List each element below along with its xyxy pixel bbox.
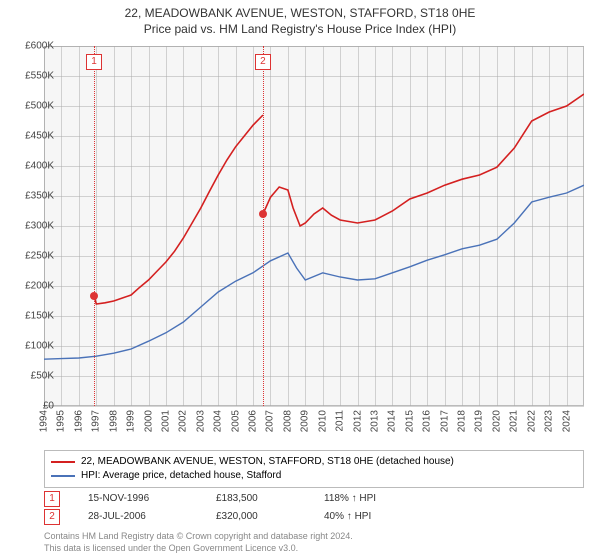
- xtick-label: 2003: [195, 410, 206, 432]
- legend-label-property: 22, MEADOWBANK AVENUE, WESTON, STAFFORD,…: [81, 455, 454, 469]
- legend-row-property: 22, MEADOWBANK AVENUE, WESTON, STAFFORD,…: [51, 455, 577, 469]
- legend-swatch-hpi: [51, 475, 75, 477]
- title-block: 22, MEADOWBANK AVENUE, WESTON, STAFFORD,…: [0, 0, 600, 36]
- footer-line2: This data is licensed under the Open Gov…: [44, 542, 584, 554]
- xtick-label: 2023: [544, 410, 555, 432]
- ytick-label: £400K: [4, 161, 54, 172]
- transaction-marker-2: 2: [44, 509, 60, 525]
- legend-row-hpi: HPI: Average price, detached house, Staf…: [51, 469, 577, 483]
- transaction-row-2: 2 28-JUL-2006 £320,000 40% ↑ HPI: [44, 508, 424, 526]
- transaction-row-1: 1 15-NOV-1996 £183,500 118% ↑ HPI: [44, 490, 424, 508]
- transaction-box-1: 1: [86, 54, 102, 70]
- xtick-label: 2006: [248, 410, 259, 432]
- ytick-label: £600K: [4, 41, 54, 52]
- xtick-label: 2005: [230, 410, 241, 432]
- transaction-dot-1: [90, 292, 98, 300]
- xtick-label: 2016: [422, 410, 433, 432]
- xtick-label: 2002: [178, 410, 189, 432]
- transaction-date-2: 28-JUL-2006: [88, 508, 188, 526]
- xtick-label: 2014: [387, 410, 398, 432]
- xtick-label: 2013: [369, 410, 380, 432]
- transaction-pct-2: 40% ↑ HPI: [324, 508, 424, 526]
- xtick-label: 2010: [317, 410, 328, 432]
- chart-container: 22, MEADOWBANK AVENUE, WESTON, STAFFORD,…: [0, 0, 600, 560]
- xtick-label: 2008: [282, 410, 293, 432]
- xtick-label: 2022: [526, 410, 537, 432]
- xtick-label: 1995: [56, 410, 67, 432]
- xtick-label: 2017: [439, 410, 450, 432]
- xtick-label: 2018: [457, 410, 468, 432]
- legend-label-hpi: HPI: Average price, detached house, Staf…: [81, 469, 281, 483]
- transaction-price-1: £183,500: [216, 490, 296, 508]
- legend: 22, MEADOWBANK AVENUE, WESTON, STAFFORD,…: [44, 450, 584, 488]
- transaction-marker-1: 1: [44, 491, 60, 507]
- ytick-label: £250K: [4, 251, 54, 262]
- ytick-label: £450K: [4, 131, 54, 142]
- ytick-label: £550K: [4, 71, 54, 82]
- transaction-box-2: 2: [255, 54, 271, 70]
- xtick-label: 2015: [404, 410, 415, 432]
- xtick-label: 2019: [474, 410, 485, 432]
- transaction-pct-1: 118% ↑ HPI: [324, 490, 424, 508]
- ytick-label: £150K: [4, 311, 54, 322]
- title-line2: Price paid vs. HM Land Registry's House …: [0, 22, 600, 36]
- xtick-label: 1994: [39, 410, 50, 432]
- xtick-label: 1996: [73, 410, 84, 432]
- transaction-price-2: £320,000: [216, 508, 296, 526]
- footer-line1: Contains HM Land Registry data © Crown c…: [44, 530, 584, 542]
- xtick-label: 2020: [491, 410, 502, 432]
- ytick-label: £300K: [4, 221, 54, 232]
- ytick-label: £200K: [4, 281, 54, 292]
- xtick-label: 2000: [143, 410, 154, 432]
- xtick-label: 2024: [561, 410, 572, 432]
- transaction-date-1: 15-NOV-1996: [88, 490, 188, 508]
- ytick-label: £350K: [4, 191, 54, 202]
- xtick-label: 2007: [265, 410, 276, 432]
- xtick-label: 2001: [160, 410, 171, 432]
- chart-area: 12: [44, 46, 584, 406]
- xtick-label: 1998: [108, 410, 119, 432]
- title-line1: 22, MEADOWBANK AVENUE, WESTON, STAFFORD,…: [0, 6, 600, 20]
- ytick-label: £100K: [4, 341, 54, 352]
- xtick-label: 1999: [126, 410, 137, 432]
- transaction-table: 1 15-NOV-1996 £183,500 118% ↑ HPI 2 28-J…: [44, 490, 424, 526]
- xtick-label: 2009: [300, 410, 311, 432]
- footer: Contains HM Land Registry data © Crown c…: [44, 530, 584, 554]
- legend-swatch-property: [51, 461, 75, 463]
- xtick-label: 2021: [509, 410, 520, 432]
- ytick-label: £500K: [4, 101, 54, 112]
- xtick-label: 2004: [213, 410, 224, 432]
- ytick-label: £50K: [4, 371, 54, 382]
- xtick-label: 2011: [335, 410, 346, 432]
- xtick-label: 1997: [91, 410, 102, 432]
- xtick-label: 2012: [352, 410, 363, 432]
- transaction-dot-2: [259, 210, 267, 218]
